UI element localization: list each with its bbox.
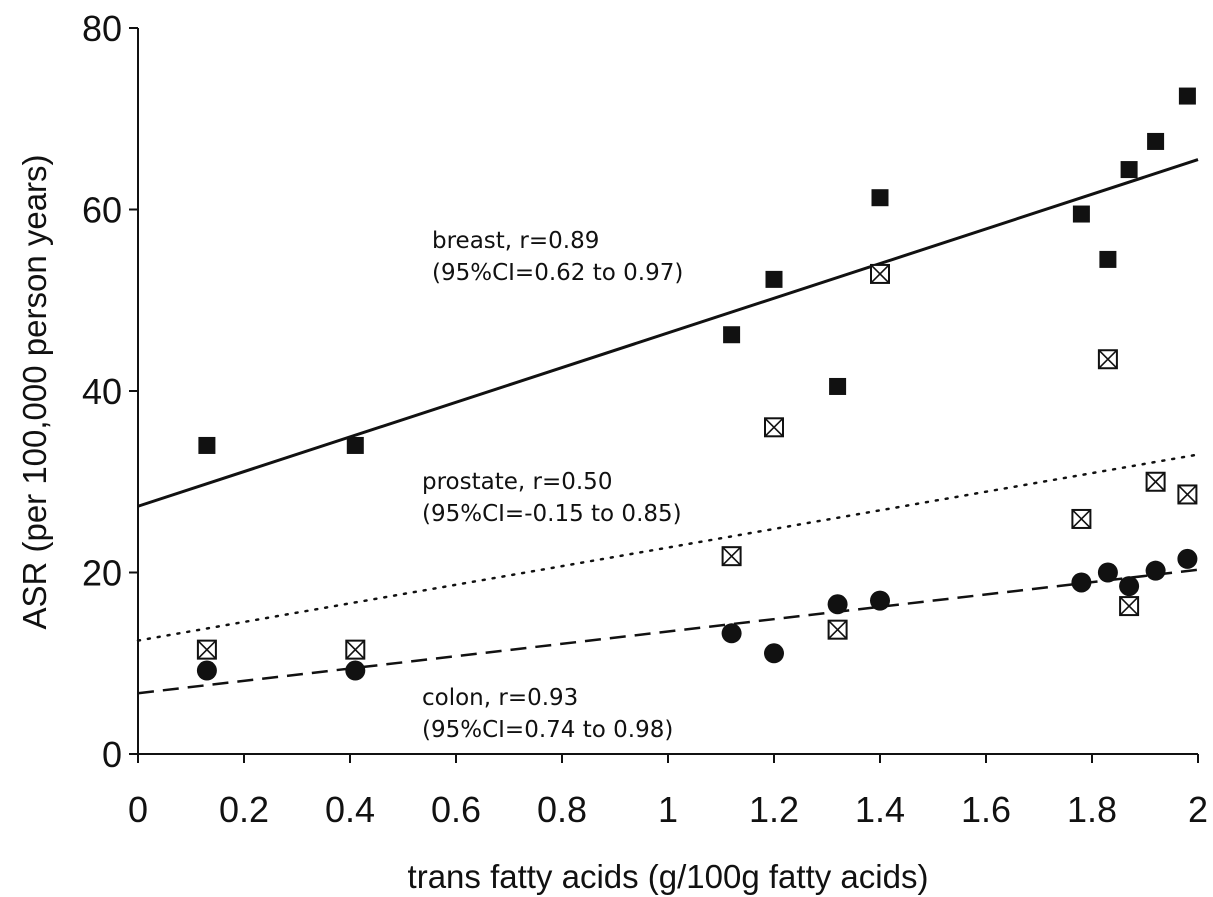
point-series-0	[1120, 161, 1138, 179]
point-series-1	[1177, 484, 1198, 505]
x-tick-label: 1	[658, 789, 678, 830]
point-series-1	[196, 639, 217, 660]
point-series-2	[196, 660, 217, 681]
series-annotation: breast, r=0.89	[432, 228, 599, 254]
x-tick-label: 0.6	[431, 789, 481, 830]
point-series-0	[1099, 250, 1117, 268]
point-series-2	[1097, 562, 1118, 583]
point-series-2	[870, 590, 890, 611]
y-tick-label: 40	[82, 371, 122, 412]
point-series-0	[1178, 87, 1196, 105]
point-series-1	[764, 417, 784, 438]
point-series-1	[1071, 508, 1092, 529]
point-series-2	[1071, 572, 1092, 593]
y-tick-label: 80	[82, 8, 122, 49]
point-series-0	[346, 436, 364, 454]
point-series-2	[721, 623, 742, 644]
x-tick-label: 0.8	[537, 789, 587, 830]
data-points	[196, 87, 1198, 681]
x-tick-label: 0	[128, 789, 148, 830]
point-series-1	[870, 263, 890, 284]
y-tick-label: 60	[82, 190, 122, 231]
series-annotation: (95%CI=0.62 to 0.97)	[432, 260, 683, 286]
point-series-2	[764, 643, 784, 664]
series-annotation: (95%CI=-0.15 to 0.85)	[422, 501, 682, 527]
point-series-1	[1097, 349, 1118, 370]
x-tick-label: 1.6	[961, 789, 1011, 830]
fit-line-series-1	[136, 453, 1200, 642]
fit-line-series-2	[137, 568, 1199, 695]
point-series-1	[1145, 471, 1166, 492]
point-series-0	[765, 270, 783, 288]
y-tick-label: 0	[102, 734, 122, 775]
series-annotation: (95%CI=0.74 to 0.98)	[422, 717, 673, 743]
x-tick-label: 2	[1188, 789, 1208, 830]
point-series-1	[1119, 596, 1140, 617]
x-tick-label: 1.8	[1067, 789, 1117, 830]
x-tick-label: 0.2	[219, 789, 269, 830]
annotations: breast, r=0.89 (95%CI=0.62 to 0.97) prosta…	[422, 228, 683, 743]
point-series-2	[1145, 560, 1166, 581]
point-series-0	[723, 326, 741, 344]
point-series-1	[721, 546, 742, 567]
point-series-0	[198, 436, 216, 454]
point-series-0	[1072, 205, 1090, 223]
series-annotation: prostate, r=0.50	[422, 469, 612, 495]
x-axis-title: trans fatty acids (g/100g fatty acids)	[408, 858, 929, 895]
fit-line-series-0	[137, 158, 1199, 508]
y-axis-title: ASR (per 100,000 person years)	[16, 154, 53, 629]
point-series-0	[1147, 132, 1165, 150]
point-series-2	[345, 660, 366, 681]
point-series-1	[345, 639, 366, 660]
point-series-2	[1119, 576, 1140, 597]
point-series-0	[871, 189, 889, 207]
point-series-2	[827, 594, 848, 615]
point-series-2	[1177, 548, 1198, 569]
point-series-0	[829, 377, 847, 395]
x-tick-label: 0.4	[325, 789, 375, 830]
point-series-1	[827, 619, 848, 640]
series-annotation: colon, r=0.93	[422, 685, 578, 711]
x-tick-label: 1.4	[855, 789, 905, 830]
y-tick-label: 20	[82, 553, 122, 594]
regression-lines	[136, 158, 1200, 695]
x-tick-label: 1.2	[749, 789, 799, 830]
